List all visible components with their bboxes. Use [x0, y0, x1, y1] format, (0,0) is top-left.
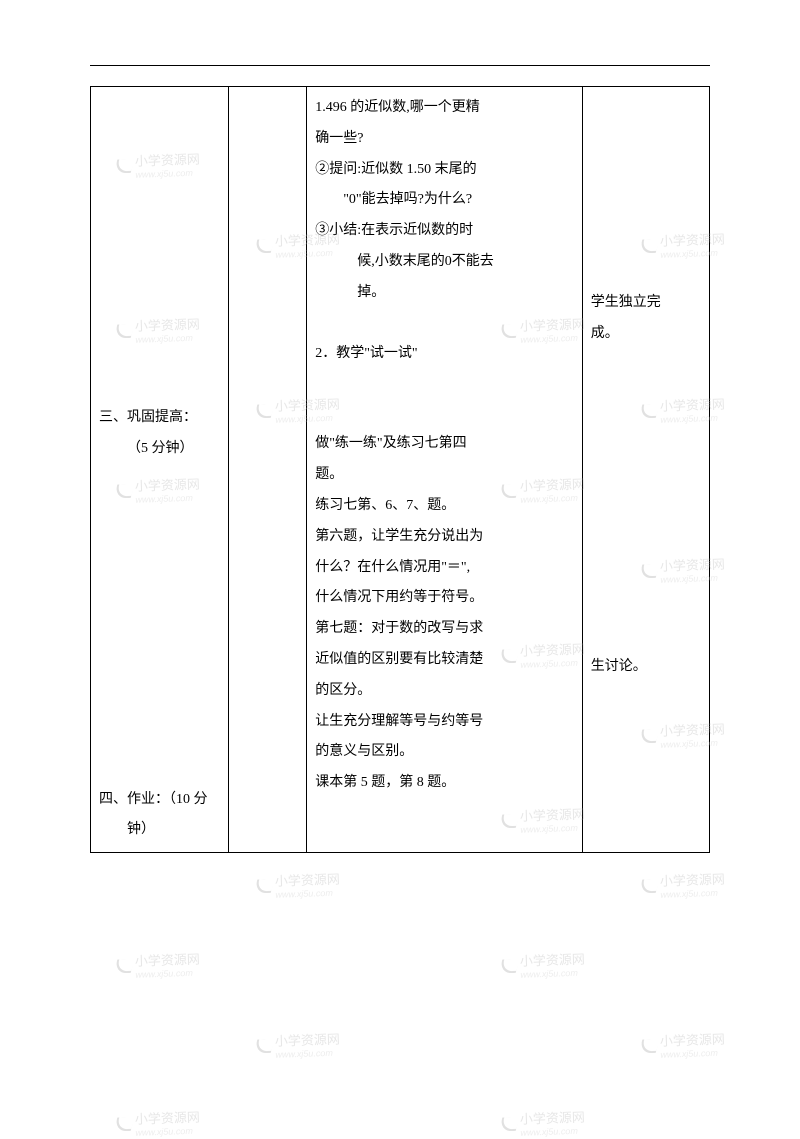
- content-line: 近似值的区别要有比较清楚: [315, 645, 574, 676]
- section-3-heading: 三、巩固提高：: [99, 403, 220, 434]
- content-line: 确一些?: [315, 124, 574, 155]
- cell-notes: 学生独立完 成。 生讨论。: [582, 87, 709, 853]
- content-line: 练习七第、6、7、题。: [315, 491, 574, 522]
- content-line: 第六题，让学生充分说出为: [315, 522, 574, 553]
- note-line: 成。: [591, 319, 701, 350]
- content-line: "0"能去掉吗?为什么?: [315, 185, 574, 216]
- cell-content: 1.496 的近似数,哪一个更精 确一些? ②提问:近似数 1.50 末尾的 "…: [307, 87, 583, 853]
- cell-sections: 三、巩固提高： （5 分钟） 四、作业：（10 分 钟）: [91, 87, 229, 853]
- header-rule: [90, 65, 710, 66]
- content-line: 做"练一练"及练习七第四: [315, 429, 574, 460]
- content-line: 的意义与区别。: [315, 737, 574, 768]
- note-line: 生讨论。: [591, 652, 701, 683]
- content-line: 的区分。: [315, 676, 574, 707]
- content-line: 什么？在什么情况用"＝",: [315, 553, 574, 584]
- content-line: 2．教学"试一试": [315, 339, 574, 370]
- page-container: 三、巩固提高： （5 分钟） 四、作业：（10 分 钟） 1.496 的近似数,…: [0, 0, 800, 1132]
- content-line: 课本第 5 题，第 8 题。: [315, 768, 574, 799]
- content-line: 候,小数末尾的0不能去: [315, 247, 574, 278]
- content-line: 掉。: [315, 278, 574, 309]
- section-3-time: （5 分钟）: [99, 434, 220, 465]
- content-line: ③小结:在表示近似数的时: [315, 216, 574, 247]
- content-line: 什么情况下用约等于符号。: [315, 583, 574, 614]
- lesson-table: 三、巩固提高： （5 分钟） 四、作业：（10 分 钟） 1.496 的近似数,…: [90, 86, 710, 853]
- content-line: ②提问:近似数 1.50 末尾的: [315, 155, 574, 186]
- content-line: 1.496 的近似数,哪一个更精: [315, 93, 574, 124]
- content-line: 第七题：对于数的改写与求: [315, 614, 574, 645]
- cell-empty: [228, 87, 306, 853]
- content-line: 让生充分理解等号与约等号: [315, 707, 574, 738]
- table-row: 三、巩固提高： （5 分钟） 四、作业：（10 分 钟） 1.496 的近似数,…: [91, 87, 710, 853]
- section-4-time: 钟）: [99, 815, 220, 846]
- content-line: 题。: [315, 460, 574, 491]
- section-4-heading: 四、作业：（10 分: [99, 785, 220, 816]
- note-line: 学生独立完: [591, 288, 701, 319]
